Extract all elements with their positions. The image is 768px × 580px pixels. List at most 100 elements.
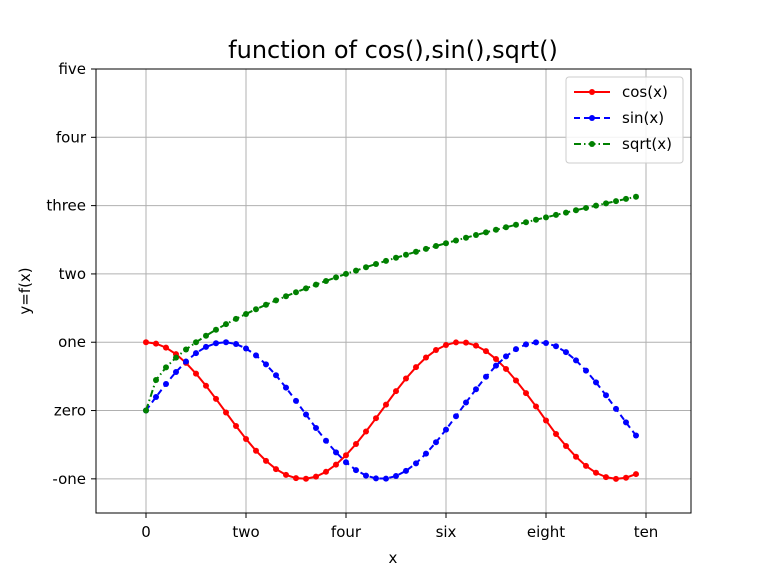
sqrt-x-point <box>243 310 249 317</box>
cos-x-series <box>143 339 639 482</box>
sqrt-x-point <box>203 332 209 339</box>
sin-x-point <box>383 475 389 482</box>
sin-x-point <box>633 432 639 439</box>
cos-x-point <box>493 356 499 363</box>
cos-x-point <box>203 382 209 389</box>
cos-x-point <box>273 466 279 473</box>
sin-x-point <box>533 339 539 346</box>
sin-x-point <box>583 367 589 374</box>
sin-x-point <box>603 392 609 399</box>
sin-x-point <box>333 449 339 456</box>
sqrt-x-point <box>173 354 179 361</box>
cos-x-point <box>543 417 549 424</box>
sqrt-x-point <box>433 243 439 250</box>
sin-x-point <box>453 413 459 420</box>
cos-x-point <box>503 365 509 372</box>
cos-x-point <box>223 409 229 416</box>
sin-x-point <box>443 426 449 433</box>
cos-x-point <box>553 431 559 438</box>
sin-x-point <box>373 475 379 482</box>
legend-label-sqrt-x: sqrt(x) <box>622 135 672 153</box>
cos-x-point <box>283 471 289 478</box>
cos-x-point <box>443 341 449 348</box>
sqrt-x-point <box>473 232 479 239</box>
sin-x-point <box>283 384 289 391</box>
sqrt-x-point <box>453 237 459 244</box>
sin-x-point <box>343 459 349 466</box>
sin-x-point <box>253 352 259 359</box>
cos-x-point <box>463 339 469 346</box>
sqrt-x-point <box>323 277 329 284</box>
axes: 0 two four six eight ten -one zero one two three fo… <box>46 60 658 541</box>
sin-x-point <box>293 397 299 404</box>
sin-x-point <box>403 467 409 474</box>
sin-x-point <box>183 358 189 365</box>
sin-x-point <box>483 373 489 380</box>
sin-x-point <box>493 362 499 369</box>
sqrt-x-point <box>563 209 569 216</box>
cos-x-point <box>193 370 199 377</box>
cos-x-point <box>393 388 399 395</box>
legend-label-cos-x: cos(x) <box>622 83 668 101</box>
sin-x-series <box>143 339 639 482</box>
legend-marker-sin-x <box>589 115 595 121</box>
sqrt-x-point <box>383 257 389 264</box>
cos-x-point <box>613 475 619 482</box>
sqrt-x-point <box>273 297 279 304</box>
cos-x-point <box>333 461 339 468</box>
sqrt-x-point <box>293 289 299 296</box>
cos-x-point <box>563 442 569 449</box>
sqrt-x-point <box>623 195 629 202</box>
y-tick-label: -one <box>52 470 86 488</box>
sin-x-point <box>593 379 599 386</box>
sqrt-x-point <box>353 267 359 274</box>
sqrt-x-point <box>603 200 609 207</box>
sqrt-x-point <box>373 261 379 268</box>
sqrt-x-point <box>313 281 319 288</box>
sqrt-x-point <box>303 285 309 292</box>
sqrt-x-point <box>553 211 559 218</box>
sqrt-x-point <box>193 339 199 346</box>
sqrt-x-point <box>143 407 149 414</box>
sqrt-x-point <box>343 270 349 277</box>
cos-x-point <box>633 471 639 478</box>
sin-x-point <box>543 339 549 346</box>
sqrt-x-point <box>263 301 269 308</box>
cos-x-point <box>143 339 149 346</box>
sqrt-x-point <box>613 198 619 205</box>
cos-x-point <box>423 354 429 361</box>
sin-x-point <box>463 399 469 406</box>
y-tick-label: two <box>59 265 86 283</box>
cos-x-point <box>523 390 529 397</box>
y-tick-label: five <box>58 60 86 78</box>
y-tick-label: three <box>46 197 86 215</box>
sqrt-x-point <box>593 202 599 209</box>
legend-marker-sqrt-x <box>589 141 595 147</box>
sin-x-point <box>203 343 209 350</box>
cos-x-point <box>293 475 299 482</box>
cos-x-point <box>593 469 599 476</box>
series-group <box>143 193 639 482</box>
x-tick-label: ten <box>634 523 659 541</box>
cos-x-point <box>453 339 459 346</box>
sin-x-point <box>553 343 559 350</box>
plot-frame <box>95 68 692 514</box>
sqrt-x-point <box>503 224 509 231</box>
sqrt-x-point <box>583 204 589 211</box>
sin-x-point <box>273 372 279 379</box>
x-tick-label: eight <box>527 523 565 541</box>
cos-x-point <box>533 403 539 410</box>
sin-x-point <box>323 437 329 444</box>
cos-x-point <box>583 462 589 469</box>
legend: cos(x) sin(x) sqrt(x) <box>565 76 684 164</box>
sin-x-point <box>433 439 439 446</box>
cos-x-point <box>623 474 629 481</box>
sqrt-x-point <box>533 216 539 223</box>
sqrt-x-point <box>413 248 419 255</box>
sqrt-x-point <box>483 229 489 236</box>
cos-x-point <box>363 428 369 435</box>
legend-label-sin-x: sin(x) <box>622 109 664 127</box>
cos-x-point <box>473 342 479 349</box>
x-axis-label: x <box>389 549 398 567</box>
